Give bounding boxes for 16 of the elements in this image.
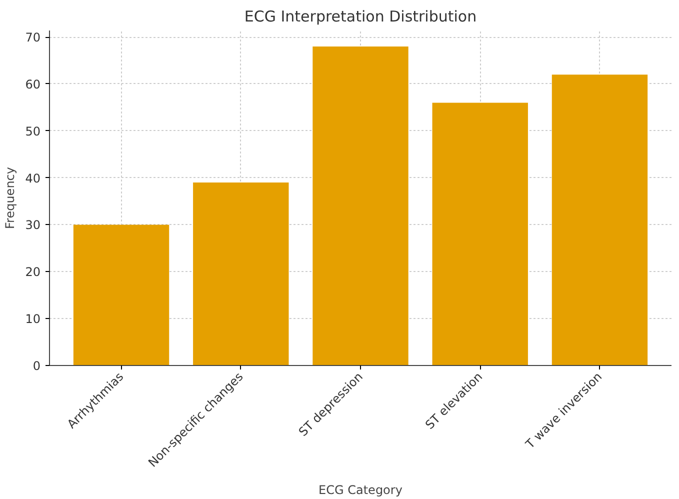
y-tick-label: 40 xyxy=(25,171,41,186)
y-tick-label: 20 xyxy=(25,265,41,280)
bar xyxy=(193,182,289,366)
x-axis-title: ECG Category xyxy=(318,482,402,497)
y-tick-label: 0 xyxy=(32,359,41,373)
y-tick-label: 60 xyxy=(25,77,41,92)
y-tick-label: 10 xyxy=(25,312,41,326)
y-tick-label: 70 xyxy=(25,30,41,45)
y-tick-label: 50 xyxy=(25,124,41,138)
y-tick-label: 30 xyxy=(25,218,41,232)
y-axis-title: Frequency xyxy=(3,166,18,229)
bar xyxy=(432,102,528,366)
chart-title: ECG Interpretation Distribution xyxy=(244,8,477,26)
bar xyxy=(552,74,648,366)
bar xyxy=(312,46,408,366)
bar xyxy=(73,224,170,366)
